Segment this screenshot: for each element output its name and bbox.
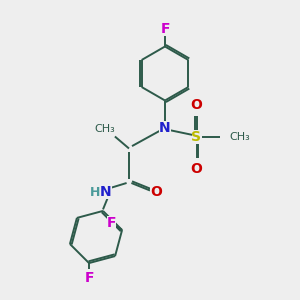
- Text: O: O: [190, 98, 202, 112]
- Text: N: N: [100, 185, 112, 199]
- Text: O: O: [190, 162, 202, 176]
- Text: CH₃: CH₃: [229, 132, 250, 142]
- Text: F: F: [107, 215, 116, 230]
- Text: O: O: [150, 185, 162, 199]
- Text: H: H: [90, 185, 100, 199]
- Text: N: N: [159, 121, 171, 134]
- Text: F: F: [84, 271, 94, 285]
- Text: CH₃: CH₃: [94, 124, 116, 134]
- Text: S: S: [191, 130, 202, 144]
- Text: F: F: [160, 22, 170, 36]
